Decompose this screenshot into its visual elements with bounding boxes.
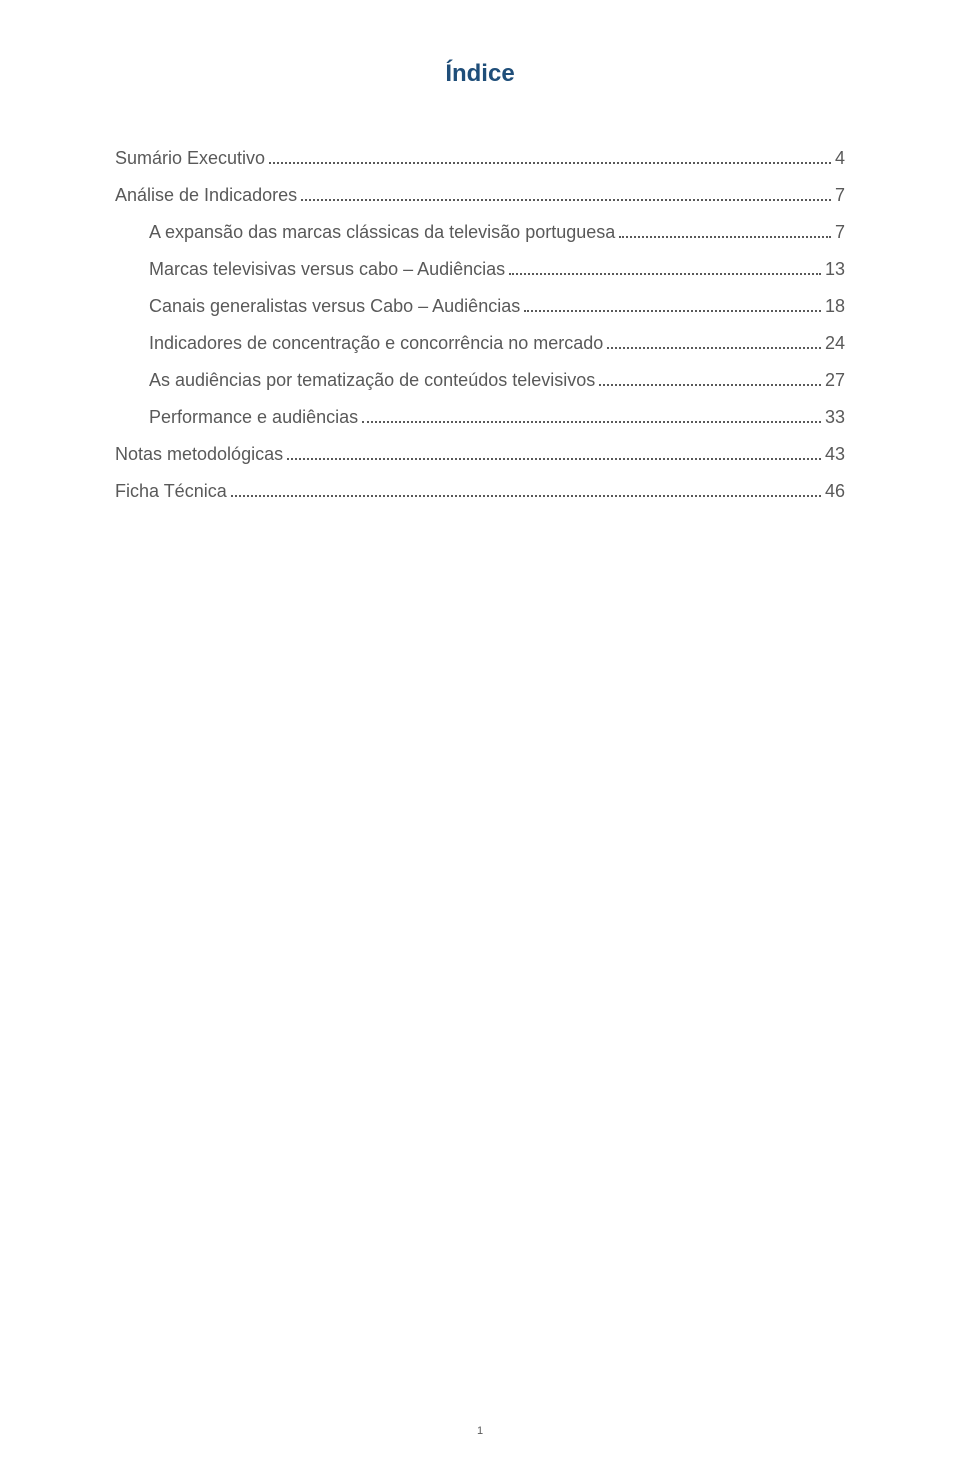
toc-entry-label: Sumário Executivo [115, 148, 265, 169]
toc-entry-label: Canais generalistas versus Cabo – Audiên… [149, 296, 520, 317]
page-number: 1 [0, 1425, 960, 1437]
toc-leader-dots [269, 162, 831, 164]
page-title: Índice [115, 60, 845, 88]
toc-entry-label: A expansão das marcas clássicas da telev… [149, 222, 615, 243]
toc-entry-page: 33 [825, 407, 845, 428]
toc-entry-page: 43 [825, 444, 845, 465]
toc-leader-dots [524, 310, 821, 312]
toc-entry-page: 13 [825, 259, 845, 280]
toc-leader-dots [231, 495, 821, 497]
toc-entry-label: As audiências por tematização de conteúd… [149, 370, 595, 391]
toc-entry-label: Análise de Indicadores [115, 185, 297, 206]
toc-leader-dots [287, 458, 821, 460]
page-container: Índice Sumário Executivo 4 Análise de Indi… [0, 0, 960, 502]
toc-leader-dots [362, 421, 821, 423]
toc-entry: Marcas televisivas versus cabo – Audiênc… [149, 259, 845, 280]
toc-entry: Indicadores de concentração e concorrênc… [149, 333, 845, 354]
toc-entry: Notas metodológicas 43 [115, 444, 845, 465]
toc-entry-label: Notas metodológicas [115, 444, 283, 465]
toc-entry-label: Ficha Técnica [115, 481, 227, 502]
toc-entry-page: 27 [825, 370, 845, 391]
toc-leader-dots [509, 273, 821, 275]
toc-entry-page: 7 [835, 185, 845, 206]
toc-entry-label: Indicadores de concentração e concorrênc… [149, 333, 603, 354]
toc-leader-dots [301, 199, 831, 201]
toc-leader-dots [619, 236, 831, 238]
toc-entry: A expansão das marcas clássicas da telev… [149, 222, 845, 243]
toc-entry-label: Marcas televisivas versus cabo – Audiênc… [149, 259, 505, 280]
toc-leader-dots [599, 384, 821, 386]
toc-entry: Performance e audiências 33 [149, 407, 845, 428]
toc-entry-page: 24 [825, 333, 845, 354]
toc-entry-label: Performance e audiências [149, 407, 358, 428]
toc-entry-page: 7 [835, 222, 845, 243]
toc-entry-page: 4 [835, 148, 845, 169]
toc-entry: As audiências por tematização de conteúd… [149, 370, 845, 391]
toc-entry: Ficha Técnica 46 [115, 481, 845, 502]
toc-entry-page: 46 [825, 481, 845, 502]
table-of-contents: Sumário Executivo 4 Análise de Indicadores… [115, 148, 845, 502]
toc-entry: Sumário Executivo 4 [115, 148, 845, 169]
toc-leader-dots [607, 347, 821, 349]
toc-entry: Análise de Indicadores 7 [115, 185, 845, 206]
toc-entry-page: 18 [825, 296, 845, 317]
toc-entry: Canais generalistas versus Cabo – Audiên… [149, 296, 845, 317]
